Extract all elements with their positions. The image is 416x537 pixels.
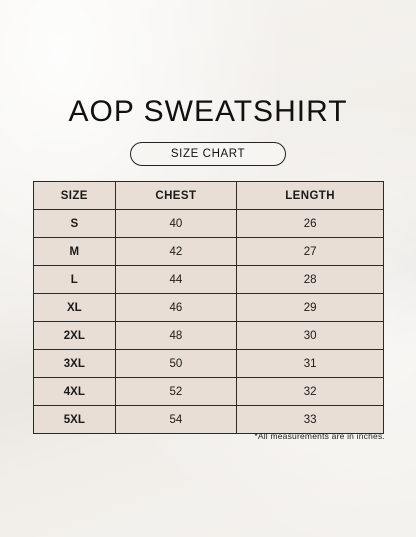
size-cell: XL: [33, 293, 116, 322]
chest-cell: 48: [114, 321, 238, 350]
chest-cell: 54: [114, 405, 238, 434]
size-cell: L: [33, 265, 116, 294]
size-cell: 4XL: [33, 377, 116, 406]
header-length: LENGTH: [236, 181, 384, 210]
table-row: 2XL 48 30: [33, 321, 384, 350]
table-row: L 44 28: [33, 265, 384, 294]
chest-cell: 42: [114, 237, 238, 266]
size-cell: 2XL: [33, 321, 116, 350]
chest-cell: 50: [114, 349, 238, 378]
length-cell: 33: [236, 405, 384, 434]
length-cell: 27: [236, 237, 384, 266]
size-cell: 5XL: [33, 405, 116, 434]
size-cell: M: [33, 237, 116, 266]
length-cell: 26: [236, 209, 384, 238]
header-size: SIZE: [33, 181, 116, 210]
length-cell: 29: [236, 293, 384, 322]
length-cell: 32: [236, 377, 384, 406]
table-row: XL 46 29: [33, 293, 384, 322]
length-cell: 30: [236, 321, 384, 350]
page-title: AOP SWEATSHIRT: [68, 95, 348, 128]
header-chest: CHEST: [114, 181, 238, 210]
size-chart-badge: SIZE CHART: [130, 142, 286, 166]
measurement-note: *All measurements are in inches.: [254, 431, 385, 441]
length-cell: 31: [236, 349, 384, 378]
chest-cell: 44: [114, 265, 238, 294]
chest-cell: 46: [114, 293, 238, 322]
chest-cell: 40: [114, 209, 238, 238]
table-row: M 42 27: [33, 237, 384, 266]
table-row: 5XL 54 33: [33, 405, 384, 434]
length-cell: 28: [236, 265, 384, 294]
table-row: 4XL 52 32: [33, 377, 384, 406]
chest-cell: 52: [114, 377, 238, 406]
table-row: S 40 26: [33, 209, 384, 238]
size-cell: 3XL: [33, 349, 116, 378]
size-cell: S: [33, 209, 116, 238]
table-header-row: SIZE CHEST LENGTH: [33, 181, 384, 210]
size-chart-table: SIZE CHEST LENGTH S 40 26 M 42 27 L 44 2…: [33, 181, 384, 434]
table-row: 3XL 50 31: [33, 349, 384, 378]
